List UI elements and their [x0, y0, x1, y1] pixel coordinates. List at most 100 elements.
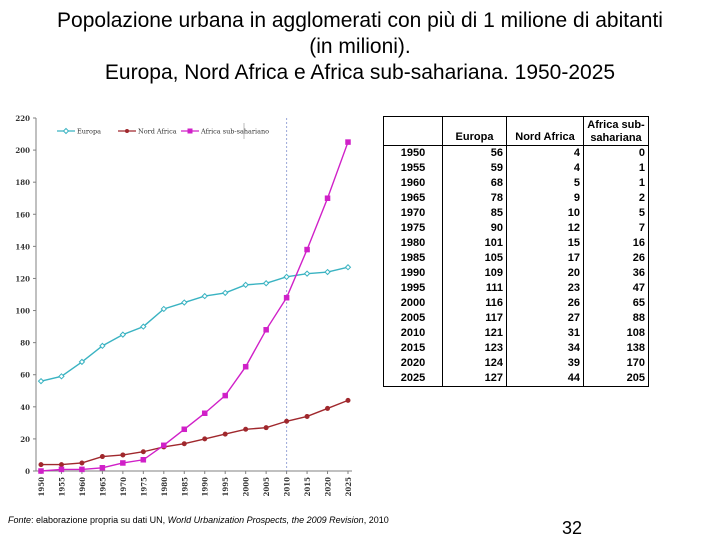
data-point: [242, 281, 249, 289]
table-cell-year: 2015: [383, 341, 443, 356]
table-cell-value: 105: [442, 251, 507, 266]
data-point: [345, 397, 351, 403]
table-cell-value: 124: [442, 356, 507, 371]
x-tick-label: 1975: [139, 477, 148, 497]
table-cell-value: 44: [506, 371, 584, 387]
y-tick-label: 180: [15, 178, 30, 187]
data-point: [79, 460, 85, 466]
table-row: 1955 59 4 1: [383, 161, 649, 176]
data-point: [263, 327, 269, 333]
y-tick-label: 60: [20, 371, 30, 380]
legend-europa-marker: [62, 127, 70, 135]
table-header-africa-sub: Africa sub- sahariana: [583, 116, 649, 146]
data-point: [201, 410, 208, 416]
table-row: 1975 90 12 7: [383, 221, 649, 236]
x-axis-ticks: 1950 1955 1960 1965 1970 1975 1980 1985 1990 1995…: [37, 471, 353, 496]
data-point: [140, 449, 146, 455]
data-point: [58, 462, 64, 468]
table-row: 1960 68 5 1: [383, 176, 649, 191]
data-point: [283, 294, 290, 301]
data-point: [325, 405, 331, 411]
source-note: Fonte: elaborazione propria su dati UN, …: [8, 515, 389, 525]
table-cell-year: 2020: [383, 356, 443, 371]
y-tick-label: 0: [25, 467, 30, 476]
table-row: 1980 101 15 16: [383, 236, 649, 251]
table-row: 1990 109 20 36: [383, 266, 649, 281]
data-point: [181, 441, 187, 447]
page-number: 32: [562, 518, 583, 538]
x-tick-label: 1995: [221, 477, 230, 497]
data-point: [243, 426, 249, 432]
table-cell-value: 65: [583, 296, 649, 311]
table-cell-value: 0: [583, 145, 649, 161]
x-tick-label: 1985: [180, 477, 189, 497]
table-cell-year: 2025: [383, 371, 443, 387]
y-tick-label: 20: [20, 435, 30, 444]
table-cell-value: 56: [442, 145, 507, 161]
data-point: [58, 373, 65, 380]
table-cell-value: 117: [442, 311, 507, 326]
table-cell-value: 109: [442, 266, 507, 281]
table-cell-value: 90: [442, 221, 507, 236]
table-cell-value: 59: [442, 161, 507, 176]
table-cell-value: 34: [506, 341, 584, 356]
chart-legend: Europa Nord Africa Africa sub-sahariano: [57, 123, 269, 139]
data-point: [283, 273, 290, 281]
y-tick-label: 160: [15, 210, 30, 219]
legend-nord-africa-label: Nord Africa: [138, 128, 177, 136]
data-point: [119, 331, 127, 338]
x-tick-label: 1980: [160, 477, 169, 497]
table-row: 1985 105 17 26: [383, 251, 649, 266]
data-point: [99, 465, 106, 471]
table-cell-value: 27: [506, 311, 584, 326]
table-header-nord-africa: Nord Africa: [506, 116, 584, 146]
table-cell-year: 1960: [383, 176, 443, 191]
table-row: 2020 124 39 170: [383, 356, 649, 371]
data-point: [303, 270, 311, 277]
data-table: Europa Nord Africa Africa sub- sahariana…: [383, 116, 649, 387]
table-cell-value: 26: [583, 251, 649, 266]
data-point: [304, 413, 310, 419]
table-cell-value: 1: [583, 161, 649, 176]
source-text-b: , 2010: [363, 515, 389, 525]
table-cell-value: 78: [442, 191, 507, 206]
table-cell-value: 123: [442, 341, 507, 356]
source-label: Fonte: [8, 515, 32, 525]
y-tick-label: 200: [15, 146, 30, 155]
chart-axes: [35, 118, 352, 472]
table-cell-value: 5: [583, 206, 649, 221]
table-cell-value: 12: [506, 221, 584, 236]
data-point: [222, 431, 228, 437]
y-axis-ticks: 0 20 40 60 80 100 120 140 160 180 200 220: [15, 114, 36, 476]
x-tick-label: 2025: [344, 477, 353, 497]
data-point: [99, 454, 105, 460]
table-cell-year: 1990: [383, 266, 443, 281]
table-cell-year: 1970: [383, 206, 443, 221]
legend-nord-africa-marker: [125, 129, 129, 133]
table-cell-value: 116: [442, 296, 507, 311]
table-cell-value: 31: [506, 326, 584, 341]
data-point: [344, 264, 352, 271]
table-cell-value: 7: [583, 221, 649, 236]
table-cell-value: 26: [506, 296, 584, 311]
x-tick-label: 1990: [201, 477, 210, 497]
data-point: [181, 299, 188, 306]
data-point: [58, 466, 65, 473]
table-cell-year: 2010: [383, 326, 443, 341]
x-tick-label: 2000: [242, 477, 251, 497]
data-point: [181, 426, 188, 433]
source-text-a: : elaborazione propria su dati UN,: [31, 515, 168, 525]
source-publication: World Urbanization Prospects, the 2009 R…: [167, 515, 364, 525]
data-point: [37, 377, 45, 385]
y-tick-label: 100: [15, 307, 30, 316]
data-point: [120, 452, 126, 458]
x-tick-label: 1970: [119, 477, 128, 497]
data-point: [38, 462, 44, 468]
data-point: [263, 425, 269, 431]
table-cell-year: 1995: [383, 281, 443, 296]
data-point: [99, 342, 106, 350]
y-tick-label: 140: [15, 242, 30, 251]
data-point: [304, 246, 310, 253]
data-point: [202, 436, 208, 442]
table-cell-value: 138: [583, 341, 649, 356]
